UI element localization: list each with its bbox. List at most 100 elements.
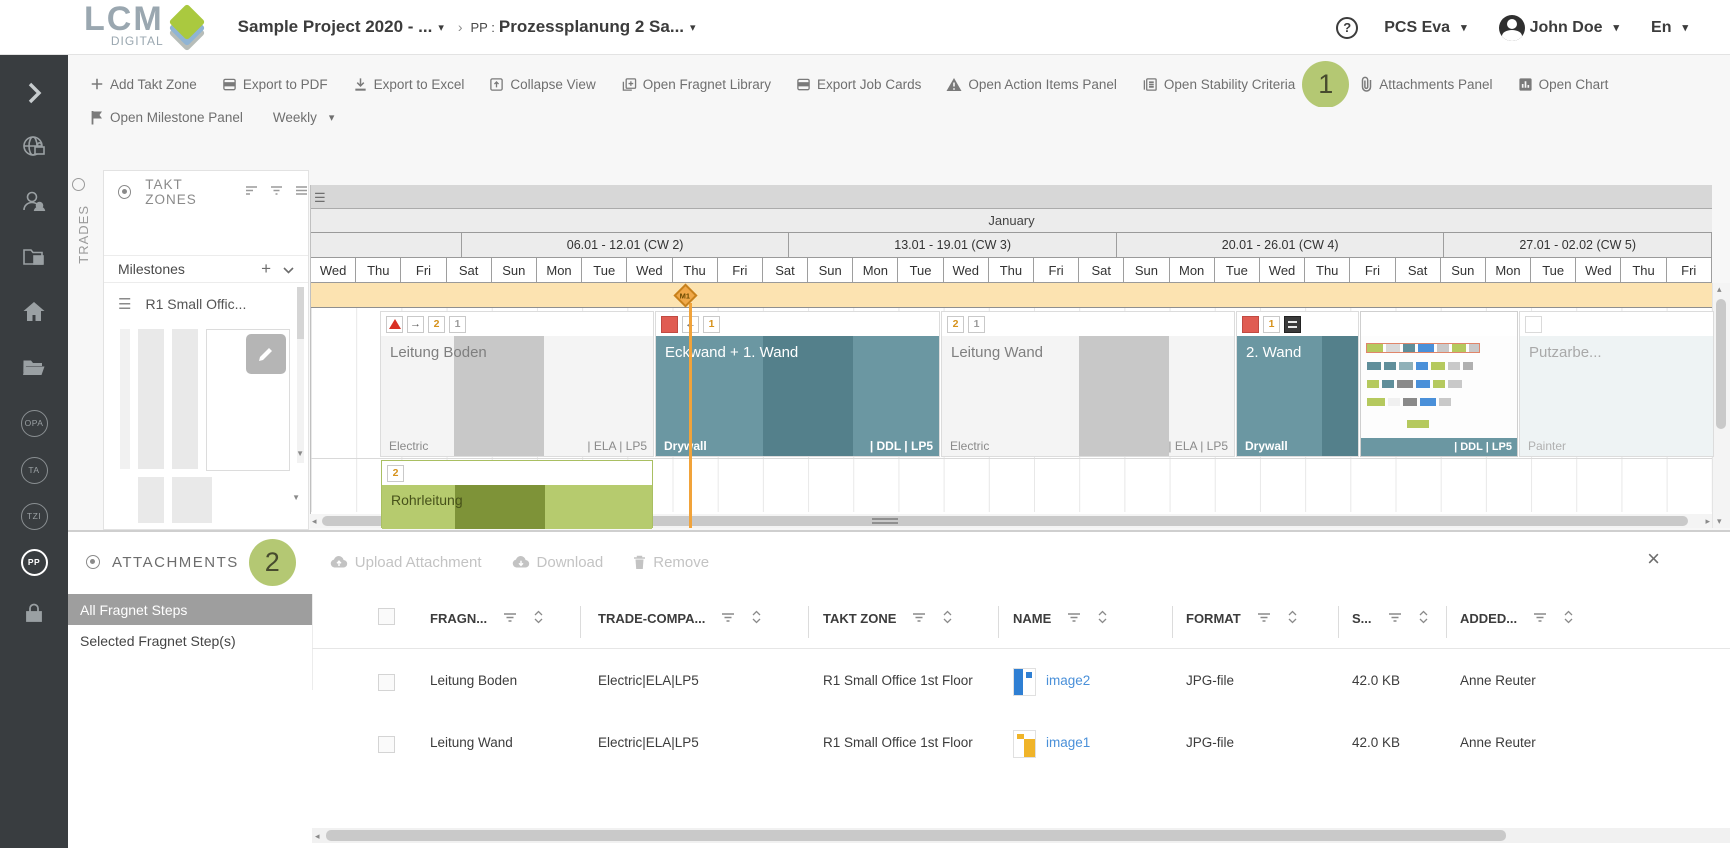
takt-card-leitung-boden[interactable]: → 2 1 Leitung Boden Electric | ELA | LP5 — [381, 312, 653, 456]
sort-icon[interactable] — [533, 610, 544, 627]
filter-selected-fragnet-steps[interactable]: Selected Fragnet Step(s) — [68, 625, 312, 656]
timeline-menu-icon[interactable]: ☰ — [314, 190, 326, 206]
takt-card-eckwand[interactable]: ← 1 Eckwand + 1. Wand Drywall | DDL | LP… — [656, 312, 939, 456]
radio-selected-icon[interactable] — [86, 555, 100, 569]
expand-sidebar-chevron-icon[interactable] — [0, 73, 68, 113]
view-title-dropdown[interactable]: Prozessplanung 2 Sa... — [499, 17, 684, 37]
attachment-name-link[interactable]: image2 — [1046, 673, 1090, 688]
column-header-name[interactable]: NAME — [1013, 610, 1108, 627]
gantt-vertical-scrollbar[interactable]: ▴ ▾ — [1712, 283, 1730, 528]
takt-card-rohrleitung[interactable]: 2 Rohrleitung — [381, 460, 653, 528]
filter-all-fragnet-steps[interactable]: All Fragnet Steps — [68, 594, 312, 625]
attachments-panel-button[interactable]: Attachments Panel — [1360, 76, 1492, 92]
collapse-zone-chevron-icon[interactable]: ▼ — [292, 493, 300, 502]
sort-icon[interactable] — [942, 610, 953, 627]
takt-zones-header: TAKT ZONES — [104, 177, 308, 207]
attachment-thumbnail[interactable] — [1013, 668, 1036, 696]
attachment-thumbnail[interactable] — [1013, 730, 1036, 758]
download-button[interactable]: Download — [512, 554, 604, 571]
remove-button[interactable]: Remove — [633, 554, 709, 571]
users-icon[interactable] — [0, 182, 68, 222]
upload-attachment-button[interactable]: Upload Attachment — [330, 554, 482, 571]
radio-selected-icon[interactable] — [118, 185, 131, 199]
sort-icon[interactable] — [1097, 610, 1108, 627]
user-menu[interactable]: John Doe ▾ — [1499, 15, 1625, 41]
scroll-right-icon[interactable]: ▸ — [1705, 516, 1710, 527]
filter-icon[interactable] — [270, 183, 283, 201]
takt-zone-list-item[interactable]: ☰ R1 Small Offic... — [118, 295, 246, 313]
scroll-down-icon[interactable]: ▼ — [296, 449, 304, 458]
open-fragnet-library-button[interactable]: Open Fragnet Library — [621, 77, 771, 92]
sort-icon[interactable] — [1418, 610, 1429, 627]
filter-icon[interactable] — [1067, 611, 1081, 626]
home-icon[interactable] — [0, 292, 68, 332]
help-icon[interactable]: ? — [1336, 17, 1358, 39]
sort-icon[interactable] — [1563, 610, 1574, 627]
export-to-pdf-button[interactable]: Export to PDF — [222, 77, 328, 92]
project-title-dropdown[interactable]: Sample Project 2020 - ... — [238, 17, 433, 37]
trades-collapsed-tab[interactable]: TRADES — [72, 178, 102, 298]
column-header-trade-company[interactable]: TRADE-COMPA... — [598, 610, 762, 627]
scrollbar-handle[interactable] — [326, 830, 1506, 841]
drag-handle-icon[interactable]: ☰ — [118, 295, 131, 313]
close-panel-icon[interactable]: × — [1647, 546, 1660, 572]
filter-icon[interactable] — [503, 611, 517, 626]
takt-card-2-wand[interactable]: 1 2. Wand Drywall — [1237, 312, 1358, 456]
attachment-name-link[interactable]: image1 — [1046, 735, 1090, 750]
language-menu[interactable]: En ▾ — [1651, 19, 1694, 37]
edit-zone-button[interactable] — [246, 334, 286, 374]
open-milestone-panel-button[interactable]: Open Milestone Panel — [90, 110, 243, 125]
folder-file-icon[interactable] — [0, 237, 68, 277]
open-chart-button[interactable]: Open Chart — [1518, 77, 1609, 92]
list-menu-icon[interactable] — [295, 183, 308, 201]
filter-icon[interactable] — [1533, 611, 1547, 626]
panel-scrollbar[interactable] — [297, 287, 304, 463]
ta-module-badge[interactable]: TA — [0, 450, 68, 490]
opa-module-badge[interactable]: OPA — [0, 403, 68, 443]
export-to-excel-button[interactable]: Export to Excel — [353, 77, 465, 92]
takt-card-leitung-wand[interactable]: 2 1 Leitung Wand Electric | ELA | LP5 — [942, 312, 1234, 456]
sort-icon[interactable] — [1287, 610, 1298, 627]
sort-icon[interactable] — [751, 610, 762, 627]
tzi-module-badge[interactable]: TZI — [0, 496, 68, 536]
globe-lock-icon[interactable] — [0, 127, 68, 167]
filter-icon[interactable] — [1388, 611, 1402, 626]
row-checkbox[interactable] — [378, 674, 395, 691]
filter-icon[interactable] — [1257, 611, 1271, 626]
column-header-takt-zone[interactable]: TAKT ZONE — [823, 610, 953, 627]
attachments-horizontal-scrollbar[interactable]: ◂ — [312, 828, 1730, 843]
filter-icon[interactable] — [721, 611, 735, 626]
interval-dropdown[interactable]: Weekly ▾ — [273, 110, 341, 125]
scrollbar-handle[interactable] — [1716, 299, 1726, 429]
export-job-cards-button[interactable]: Export Job Cards — [796, 77, 921, 92]
column-header-size[interactable]: S... — [1352, 610, 1429, 627]
chevron-down-icon[interactable]: ▾ — [690, 21, 696, 34]
column-header-format[interactable]: FORMAT — [1186, 610, 1298, 627]
lcm-digital-logo[interactable]: LCM DIGITAL — [84, 6, 210, 47]
select-all-checkbox[interactable] — [378, 608, 395, 625]
filter-icon[interactable] — [912, 611, 926, 626]
lock-icon[interactable] — [0, 593, 68, 633]
pp-module-badge[interactable]: PP — [0, 542, 68, 582]
column-header-fragnet[interactable]: FRAGN... — [430, 610, 544, 627]
chevron-down-icon[interactable]: ▾ — [438, 21, 444, 34]
open-action-items-panel-button[interactable]: Open Action Items Panel — [946, 77, 1117, 92]
table-row[interactable]: Leitung Wand Electric|ELA|LP5 R1 Small O… — [312, 714, 1730, 776]
scroll-left-icon[interactable]: ◂ — [315, 831, 320, 842]
row-checkbox[interactable] — [378, 736, 395, 753]
takt-card-putzarbeiten[interactable]: Putzarbe... Painter — [1520, 312, 1713, 456]
add-takt-zone-button[interactable]: Add Takt Zone — [90, 77, 197, 92]
folder-open-icon[interactable] — [0, 347, 68, 387]
scroll-up-icon[interactable]: ▴ — [1717, 284, 1722, 295]
table-row[interactable]: Leitung Boden Electric|ELA|LP5 R1 Small … — [312, 652, 1730, 714]
scroll-down-icon[interactable]: ▾ — [1717, 516, 1722, 527]
scroll-left-icon[interactable]: ◂ — [312, 516, 317, 527]
collapse-view-button[interactable]: Collapse View — [489, 77, 595, 92]
sort-icon[interactable] — [245, 183, 258, 201]
takt-card-mini-preview[interactable]: | DDL | LP5 — [1361, 312, 1517, 456]
column-header-added-by[interactable]: ADDED... — [1460, 610, 1574, 627]
pcs-menu[interactable]: PCS Eva ▾ — [1384, 19, 1472, 37]
add-milestone-button[interactable]: + — [261, 259, 271, 279]
open-stability-criteria-button[interactable]: Open Stability Criteria — [1142, 77, 1295, 92]
chevron-down-icon[interactable] — [283, 261, 294, 277]
